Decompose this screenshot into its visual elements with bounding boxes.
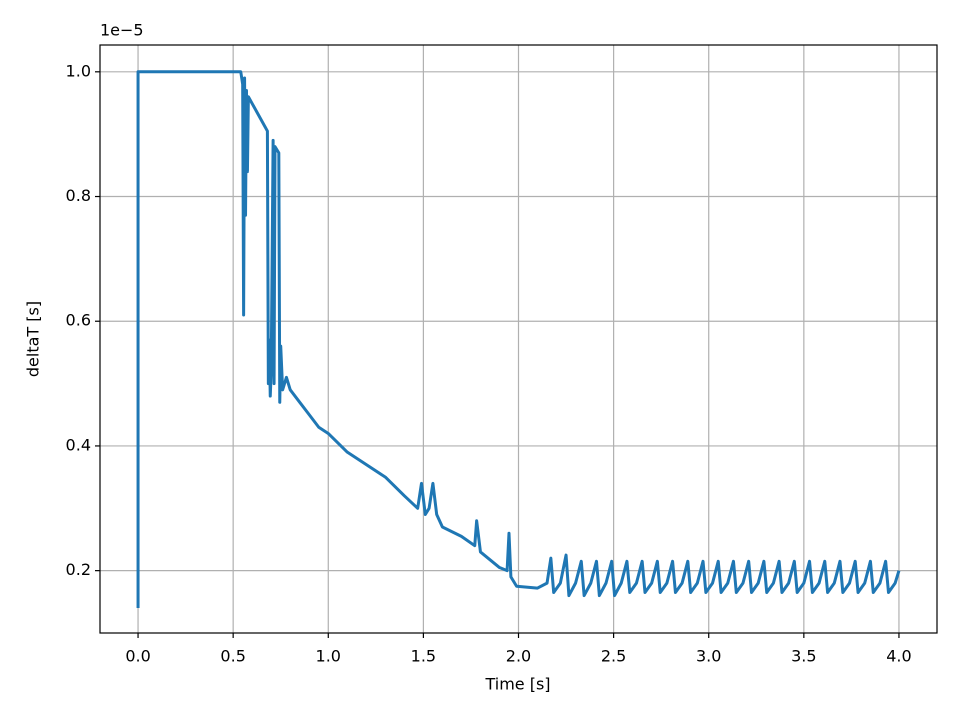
x-tick-label: 1.5 xyxy=(411,647,436,666)
y-axis-label: deltaT [s] xyxy=(24,301,43,377)
x-tick-label: 1.0 xyxy=(316,647,341,666)
data-line xyxy=(136,70,901,609)
x-axis-label: Time [s] xyxy=(484,675,550,694)
x-tick-label: 3.5 xyxy=(791,647,816,666)
y-offset-label: 1e−5 xyxy=(100,21,144,40)
axes-frame xyxy=(99,44,938,634)
x-tick-label: 3.0 xyxy=(696,647,721,666)
y-tick-label: 0.2 xyxy=(66,560,91,579)
y-tick-label: 0.6 xyxy=(66,311,91,330)
x-tick-label: 0.5 xyxy=(220,647,245,666)
y-tick-label: 0.4 xyxy=(66,435,91,454)
x-tick-label: 0.0 xyxy=(125,647,150,666)
y-tick-label: 0.8 xyxy=(66,186,91,205)
y-tick-label: 1.0 xyxy=(66,61,91,80)
x-tick-label: 4.0 xyxy=(886,647,911,666)
x-tick-label: 2.0 xyxy=(506,647,531,666)
x-tick-label: 2.5 xyxy=(601,647,626,666)
